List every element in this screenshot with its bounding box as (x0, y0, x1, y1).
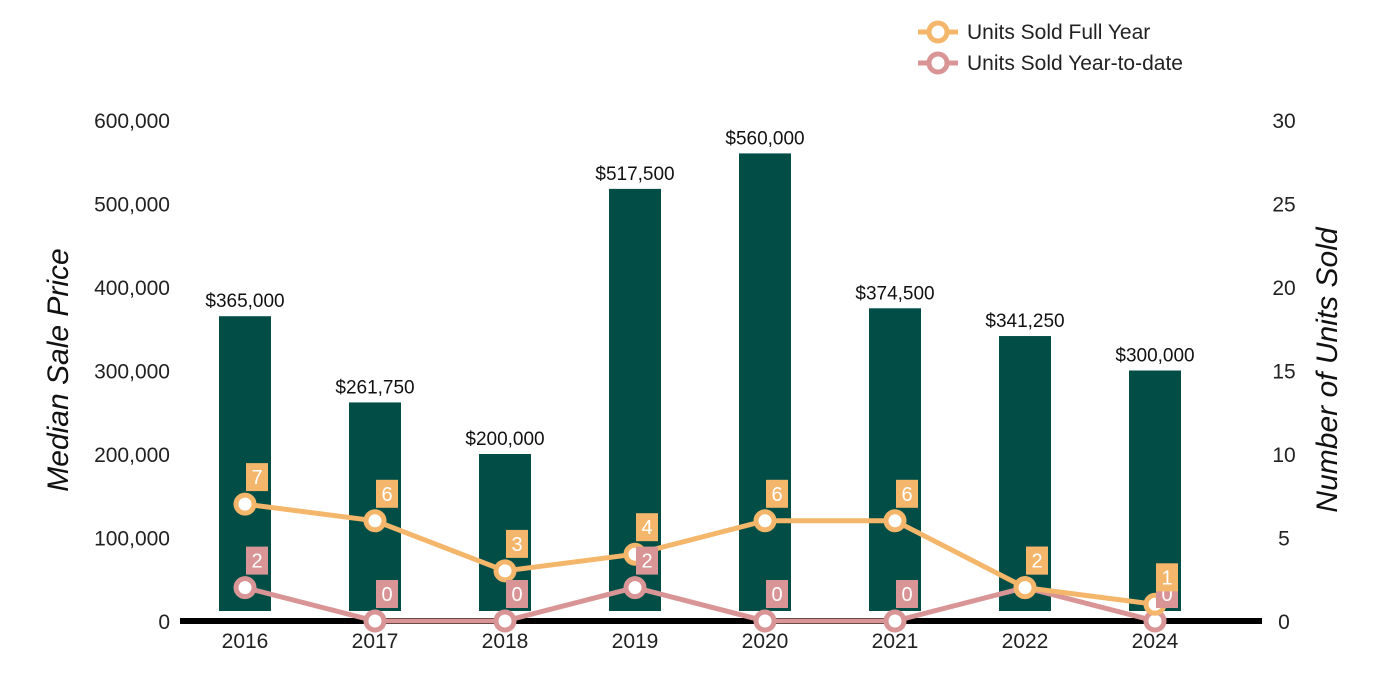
point-ytd-2017 (363, 609, 387, 633)
point-label-ytd-2017: 0 (381, 584, 392, 606)
x-tick-label: 2022 (1002, 630, 1049, 653)
point-label-ytd-2016: 2 (251, 551, 262, 573)
y-tick-label: 100,000 (94, 528, 170, 551)
line-series-group (233, 492, 1167, 633)
legend-marker-full-year (926, 20, 950, 44)
y-axis-ticks: 0 100,000 200,000 300,000 400,000 500,000 600,… (94, 110, 170, 634)
x-tick-label: 2020 (742, 630, 789, 653)
point-label-full-year-2016: 7 (251, 467, 262, 489)
bar-value-label-2016: $365,000 (205, 291, 284, 312)
x-tick-label: 2018 (482, 630, 529, 653)
point-label-box-ytd-2020 (766, 580, 788, 608)
point-label-full-year-2018: 3 (511, 534, 522, 556)
y2-tick-label: 10 (1272, 444, 1295, 467)
point-label-box-ytd-2021 (896, 580, 918, 608)
y-tick-label: 600,000 (94, 110, 170, 133)
point-label-ytd-2020: 0 (771, 584, 782, 606)
point-label-full-year-2022: 2 (1031, 551, 1042, 573)
point-label-ytd-2019: 2 (641, 551, 652, 573)
y2-tick-label: 20 (1272, 277, 1295, 300)
x-axis-ticks: 2016 2017 2018 2019 2020 2021 2022 2024 (222, 630, 1179, 653)
y2-axis-title: Number of Units Sold (1311, 226, 1344, 512)
point-label-box-ytd-2017 (376, 580, 398, 608)
point-label-box-ytd-2016 (246, 546, 268, 575)
bar-2020 (739, 153, 791, 611)
point-label-box-full-year-2016 (246, 463, 268, 492)
point-label-full-year-2024: 1 (1161, 567, 1172, 589)
point-label-full-year-2021: 6 (901, 484, 912, 506)
point-label-box-full-year-2022 (1026, 546, 1048, 575)
point-label-box-full-year-2021 (896, 479, 918, 508)
bar-value-label-2024: $300,000 (1115, 346, 1194, 367)
point-ytd-2016 (233, 576, 257, 600)
bar-label-group: $365,000 $261,750 $200,000 $517,500 $560,000… (205, 128, 1194, 450)
point-ytd-2018 (493, 609, 517, 633)
y2-tick-label: 25 (1272, 194, 1295, 217)
point-label-box-full-year-2024 (1156, 563, 1178, 592)
x-tick-label: 2016 (222, 630, 269, 653)
x-tick-label: 2021 (872, 630, 919, 653)
point-label-full-year-2017: 6 (381, 484, 392, 506)
y-tick-label: 200,000 (94, 444, 170, 467)
point-full-year-2022 (1013, 576, 1037, 600)
bar-2021 (869, 308, 921, 611)
legend-marker-ytd (926, 51, 950, 75)
point-label-full-year-2019: 4 (641, 517, 652, 539)
point-label-ytd-2021: 0 (901, 584, 912, 606)
point-ytd-2019 (623, 576, 647, 600)
point-label-box-full-year-2018 (506, 529, 528, 558)
point-full-year-2017 (363, 509, 387, 533)
point-label-box-full-year-2020 (766, 479, 788, 508)
point-label-box-ytd-2018 (506, 580, 528, 608)
point-ytd-2021 (883, 609, 907, 633)
point-full-year-2020 (753, 509, 777, 533)
legend-label-ytd: Units Sold Year-to-date (967, 52, 1183, 75)
point-full-year-2021 (883, 509, 907, 533)
point-label-box-full-year-2019 (636, 513, 658, 542)
point-full-year-2018 (493, 559, 517, 583)
bar-value-label-2019: $517,500 (595, 164, 674, 185)
point-full-year-2016 (233, 492, 257, 516)
y2-tick-label: 30 (1272, 110, 1295, 133)
point-label-ytd-2018: 0 (511, 584, 522, 606)
point-label-box-ytd-2019 (636, 546, 658, 575)
y-axis-title: Median Sale Price (42, 248, 75, 491)
point-ytd-2020 (753, 609, 777, 633)
bar-group (219, 153, 1181, 611)
line-ytd (244, 585, 1156, 624)
bar-value-label-2018: $200,000 (465, 429, 544, 450)
point-label-full-year-2020: 6 (771, 484, 782, 506)
x-tick-label: 2024 (1132, 630, 1179, 653)
y2-tick-label: 15 (1272, 361, 1295, 384)
legend: Units Sold Full Year Units Sold Year-to-d… (918, 20, 1183, 75)
bar-value-label-2017: $261,750 (335, 377, 414, 398)
legend-label-full-year: Units Sold Full Year (967, 21, 1150, 44)
bar-value-label-2020: $560,000 (725, 128, 804, 149)
point-label-box-full-year-2017 (376, 479, 398, 508)
bar-value-label-2021: $374,500 (855, 283, 934, 304)
line-full-year (244, 501, 1156, 607)
y-tick-label: 300,000 (94, 361, 170, 384)
y-tick-label: 400,000 (94, 277, 170, 300)
y-tick-label: 0 (158, 611, 170, 634)
x-tick-label: 2017 (352, 630, 399, 653)
y-tick-label: 500,000 (94, 194, 170, 217)
point-label-group: 2002002076346621 (246, 463, 1178, 608)
bar-value-label-2022: $341,250 (985, 311, 1064, 332)
y2-tick-label: 5 (1278, 528, 1290, 551)
y2-tick-label: 0 (1278, 611, 1290, 634)
x-tick-label: 2019 (612, 630, 659, 653)
point-label-ytd-2024: 0 (1161, 584, 1172, 606)
y2-axis-ticks: 0 5 10 15 20 25 30 (1272, 110, 1295, 634)
